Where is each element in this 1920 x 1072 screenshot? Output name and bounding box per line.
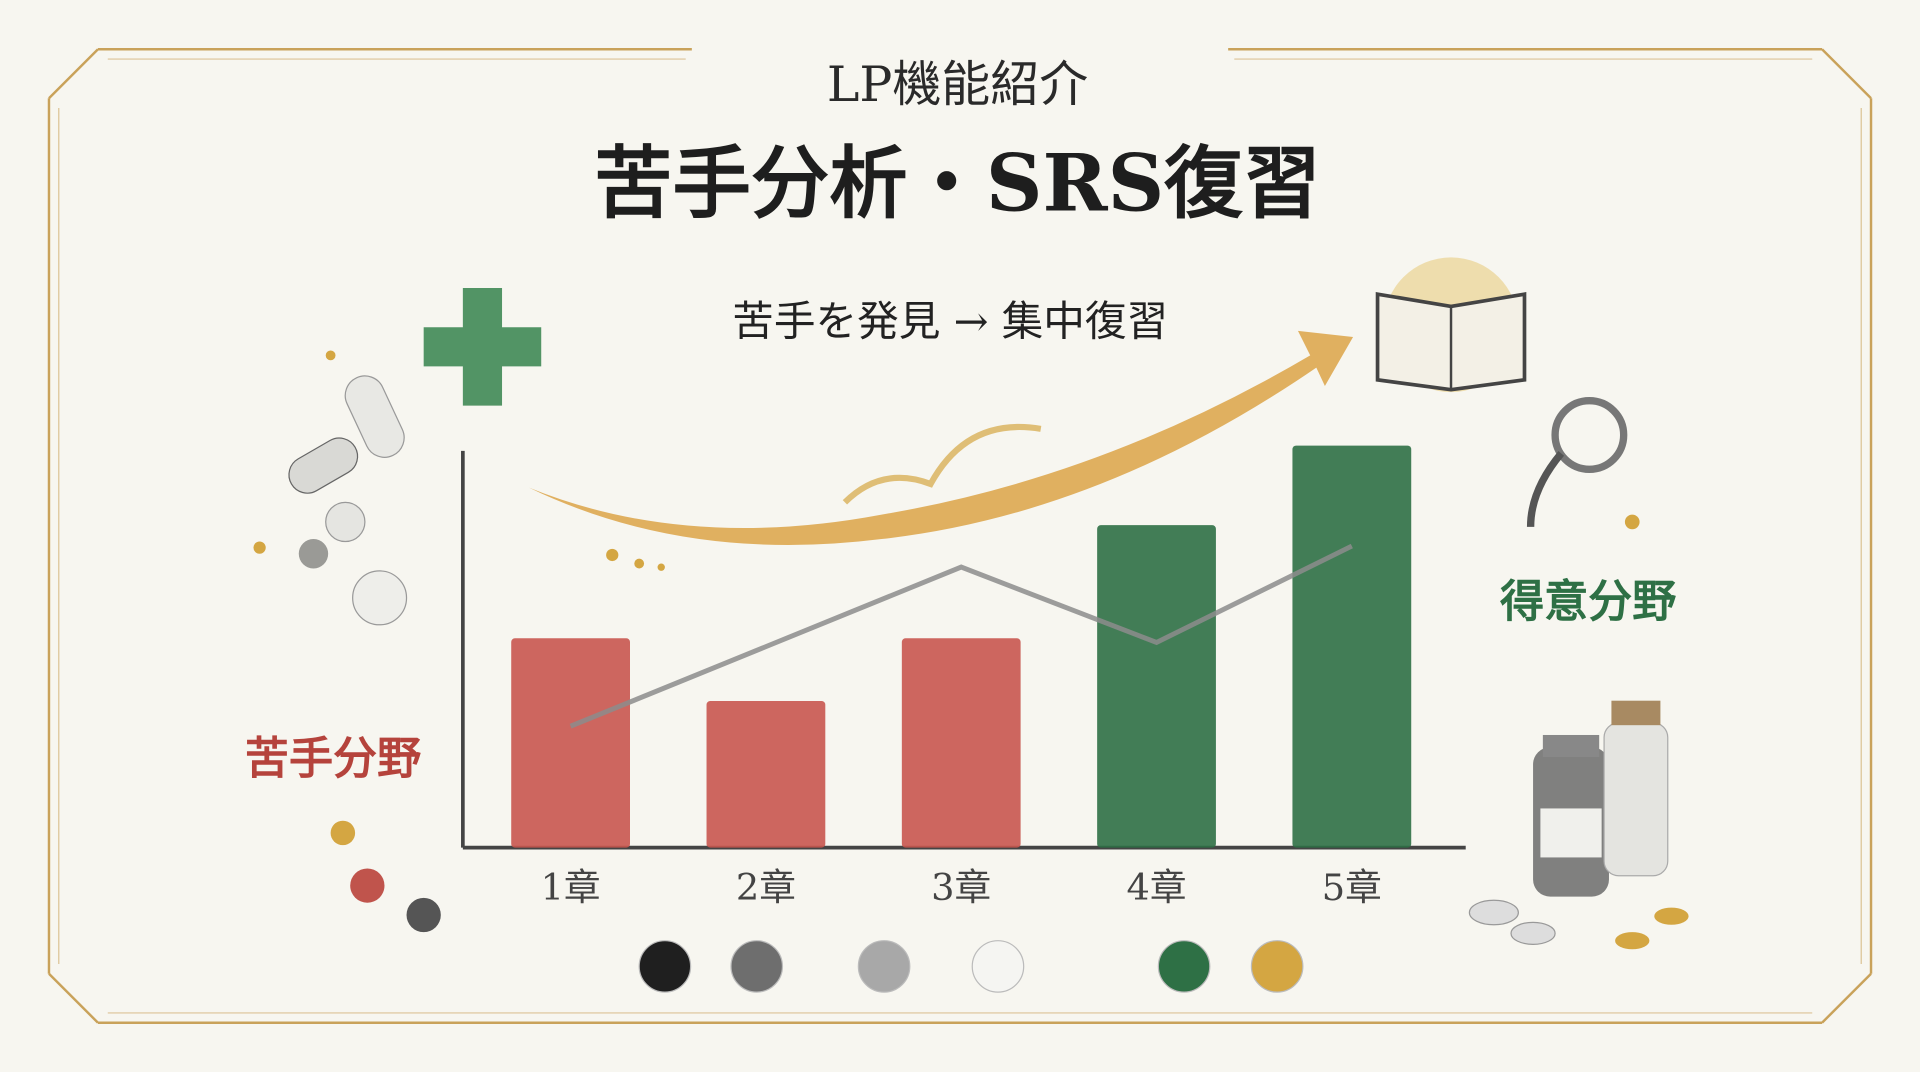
line <box>569 543 1353 729</box>
color-swatch <box>638 940 692 993</box>
frame <box>47 48 1873 1024</box>
subtitle: LP機能紹介 <box>827 56 1088 113</box>
bar <box>706 701 826 848</box>
x-tick-label: 5章 <box>1322 866 1382 909</box>
x-tick-label: 2章 <box>736 866 796 909</box>
color-swatch <box>857 940 911 993</box>
bar <box>901 638 1021 848</box>
color-swatch <box>1157 940 1211 993</box>
bar <box>1097 525 1216 848</box>
x-tick-label: 1章 <box>541 866 601 909</box>
color-swatch <box>971 940 1025 993</box>
bar <box>1292 445 1412 848</box>
x-tick-label: 4章 <box>1126 866 1186 909</box>
x-tick-label: 3章 <box>931 866 991 909</box>
annotation: 苦手分野 <box>245 733 421 784</box>
color-swatch <box>730 940 784 993</box>
decorations <box>253 257 1689 950</box>
annotation: 得意分野 <box>1499 577 1676 628</box>
annotation: 苦手を発見 → 集中復習 <box>732 296 1168 345</box>
color-swatch <box>1250 940 1304 993</box>
bar <box>511 638 630 848</box>
chart-title: 苦手分析・SRS復習 <box>594 138 1321 230</box>
